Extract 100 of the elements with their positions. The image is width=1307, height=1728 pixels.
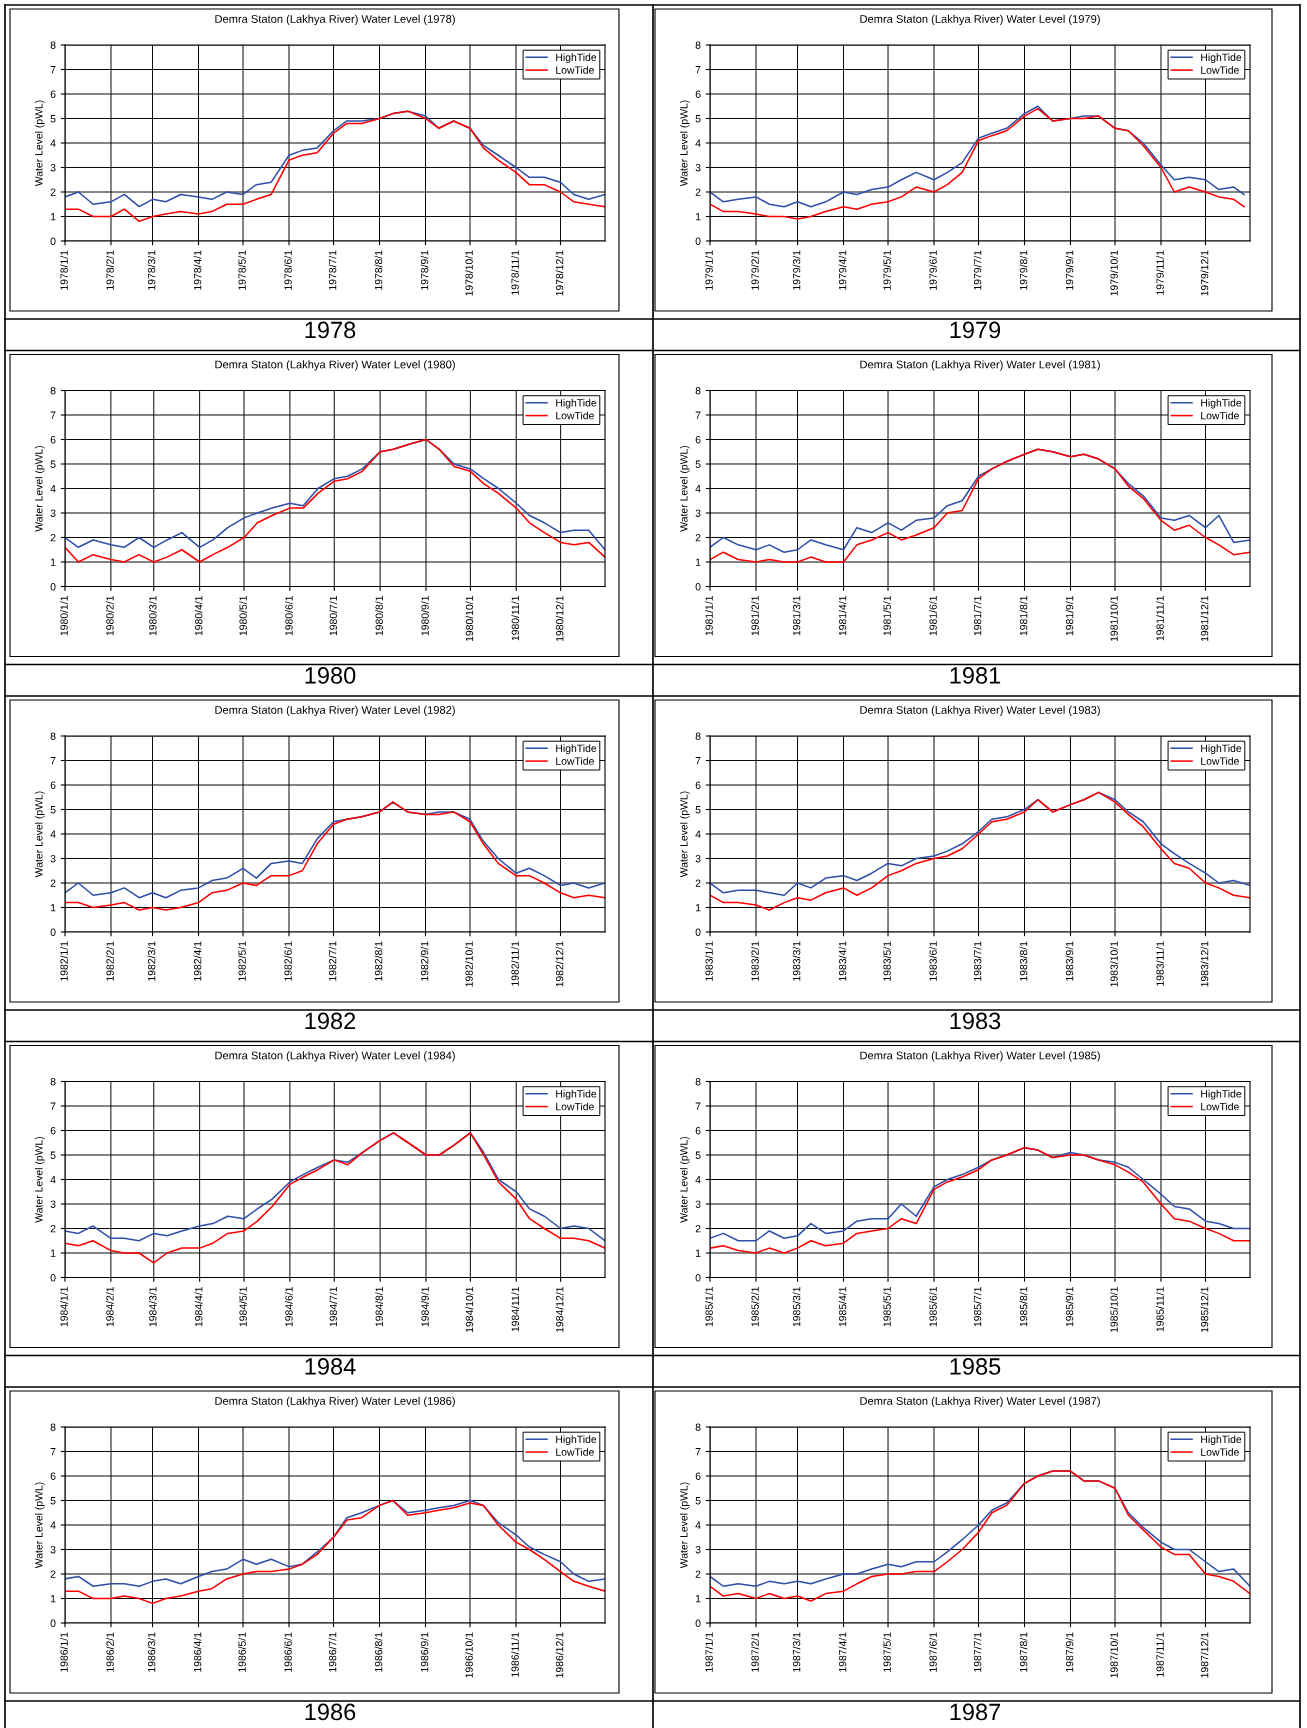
- x-tick-label: 1985/12/1: [1200, 1287, 1209, 1333]
- y-tick-label: 6: [50, 90, 56, 98]
- x-tick-label: 1980/6/1: [285, 596, 293, 636]
- x-tick-label: 1985/8/1: [1019, 1287, 1028, 1327]
- y-tick-label: 3: [695, 855, 701, 863]
- x-tick-label: 1982/8/1: [374, 941, 383, 981]
- x-tick-label: 1984/9/1: [421, 1287, 429, 1327]
- chart-title: Demra Staton (Lakhya River) Water Level (1979): [860, 14, 1100, 26]
- y-tick-label: 7: [695, 757, 701, 765]
- x-tick-label: 1981/2/1: [751, 596, 759, 636]
- x-tick-label: 1986/1/1: [60, 1632, 68, 1672]
- y-tick-label: 7: [50, 757, 56, 765]
- x-tick-label: 1978/2/1: [106, 250, 114, 290]
- x-tick-label: 1987/7/1: [973, 1632, 982, 1672]
- legend-label: HighTide: [556, 1089, 597, 1100]
- x-tick-label: 1986/8/1: [374, 1632, 383, 1672]
- legend-label: LowTide: [556, 1102, 594, 1111]
- y-tick-label: 5: [50, 1497, 56, 1505]
- x-tick-label: 1980/7/1: [329, 596, 338, 636]
- y-axis-title: Water Level (pWL): [34, 1136, 45, 1223]
- y-tick-label: 7: [50, 66, 56, 74]
- x-tick-label: 1984/12/1: [555, 1287, 564, 1333]
- x-tick-label: 1985/1/1: [705, 1287, 713, 1327]
- y-tick-label: 1: [50, 213, 56, 221]
- x-tick-label: 1983/9/1: [1065, 941, 1074, 981]
- x-tick-label: 1980/3/1: [148, 596, 157, 636]
- y-tick-label: 3: [695, 1546, 701, 1554]
- y-tick-label: 5: [695, 1151, 701, 1159]
- x-tick-label: 1983/10/1: [1110, 941, 1118, 987]
- chart-title: Demra Staton (Lakhya River) Water Level (1978): [215, 14, 455, 26]
- y-tick-label: 6: [50, 1472, 56, 1480]
- y-tick-label: 3: [50, 1200, 56, 1208]
- x-tick-label: 1981/7/1: [973, 596, 982, 636]
- y-tick-label: 1: [695, 1249, 701, 1257]
- y-tick-label: 8: [50, 387, 56, 395]
- x-tick-label: 1979/12/1: [1200, 250, 1209, 296]
- x-tick-label: 1983/11/1: [1156, 941, 1164, 986]
- y-tick-label: 6: [695, 436, 701, 444]
- legend-label: HighTide: [1201, 1435, 1242, 1446]
- x-tick-label: 1983/8/1: [1019, 941, 1028, 981]
- legend-label: HighTide: [1201, 398, 1242, 409]
- text: 1978: [305, 321, 356, 339]
- y-tick-label: 0: [50, 1274, 56, 1282]
- y-tick-label: 0: [50, 583, 56, 591]
- y-tick-label: 8: [695, 1423, 701, 1431]
- x-tick-label: 1986/10/1: [465, 1632, 473, 1678]
- x-tick-label: 1985/10/1: [1110, 1287, 1118, 1333]
- x-tick-label: 1987/3/1: [792, 1632, 801, 1672]
- x-tick-label: 1984/3/1: [148, 1287, 157, 1327]
- chart-title: Demra Staton (Lakhya River) Water Level (1986): [215, 1396, 455, 1408]
- y-tick-label: 5: [50, 460, 56, 468]
- y-tick-label: 8: [695, 1078, 701, 1086]
- x-tick-label: 1979/5/1: [883, 250, 891, 290]
- y-tick-label: 0: [695, 1274, 701, 1282]
- x-tick-label: 1986/3/1: [147, 1632, 156, 1672]
- x-tick-label: 1979/2/1: [751, 250, 759, 290]
- x-tick-label: 1982/9/1: [420, 941, 429, 981]
- y-tick-label: 8: [695, 732, 701, 740]
- x-tick-label: 1978/1/1: [60, 250, 68, 290]
- y-tick-label: 2: [695, 1225, 701, 1233]
- x-tick-label: 1978/5/1: [238, 250, 246, 290]
- legend-label: HighTide: [1201, 1089, 1242, 1100]
- y-tick-label: 3: [50, 855, 56, 863]
- x-tick-label: 1987/1/1: [705, 1632, 713, 1672]
- y-tick-label: 0: [50, 1619, 56, 1627]
- x-tick-label: 1985/3/1: [792, 1287, 801, 1327]
- y-tick-label: 5: [695, 460, 701, 468]
- x-tick-label: 1983/4/1: [838, 941, 847, 981]
- x-tick-label: 1978/8/1: [374, 250, 383, 290]
- x-tick-label: 1981/4/1: [838, 596, 847, 636]
- x-tick-label: 1980/2/1: [106, 596, 114, 636]
- y-tick-label: 5: [695, 1497, 701, 1505]
- y-tick-label: 4: [50, 139, 56, 147]
- y-tick-label: 1: [695, 558, 701, 566]
- text: 1981: [950, 667, 1001, 684]
- text: 1979: [950, 321, 1001, 339]
- legend-label: HighTide: [556, 1435, 597, 1446]
- x-tick-label: 1979/8/1: [1019, 250, 1028, 290]
- y-axis-title: Water Level (pWL): [679, 1136, 690, 1223]
- x-tick-label: 1978/3/1: [147, 250, 156, 290]
- y-tick-label: 8: [50, 1078, 56, 1086]
- y-tick-label: 4: [50, 1521, 56, 1529]
- x-tick-label: 1979/3/1: [792, 250, 801, 290]
- y-axis-title: Water Level (pWL): [34, 445, 45, 532]
- y-tick-label: 2: [50, 188, 56, 196]
- text: 1982: [305, 1012, 356, 1030]
- y-tick-label: 7: [695, 411, 701, 419]
- y-tick-label: 8: [50, 1423, 56, 1431]
- y-tick-label: 4: [695, 139, 701, 147]
- y-tick-label: 4: [695, 1521, 701, 1529]
- x-tick-label: 1984/8/1: [375, 1287, 383, 1327]
- x-tick-label: 1987/10/1: [1110, 1632, 1118, 1678]
- y-tick-label: 3: [50, 509, 56, 517]
- x-tick-label: 1986/7/1: [328, 1632, 337, 1672]
- x-tick-label: 1984/11/1: [511, 1287, 520, 1332]
- x-tick-label: 1983/5/1: [883, 941, 891, 981]
- y-tick-label: 5: [50, 1151, 56, 1159]
- y-tick-label: 3: [695, 164, 701, 172]
- x-tick-label: 1979/4/1: [838, 250, 847, 290]
- x-tick-label: 1980/8/1: [375, 596, 383, 636]
